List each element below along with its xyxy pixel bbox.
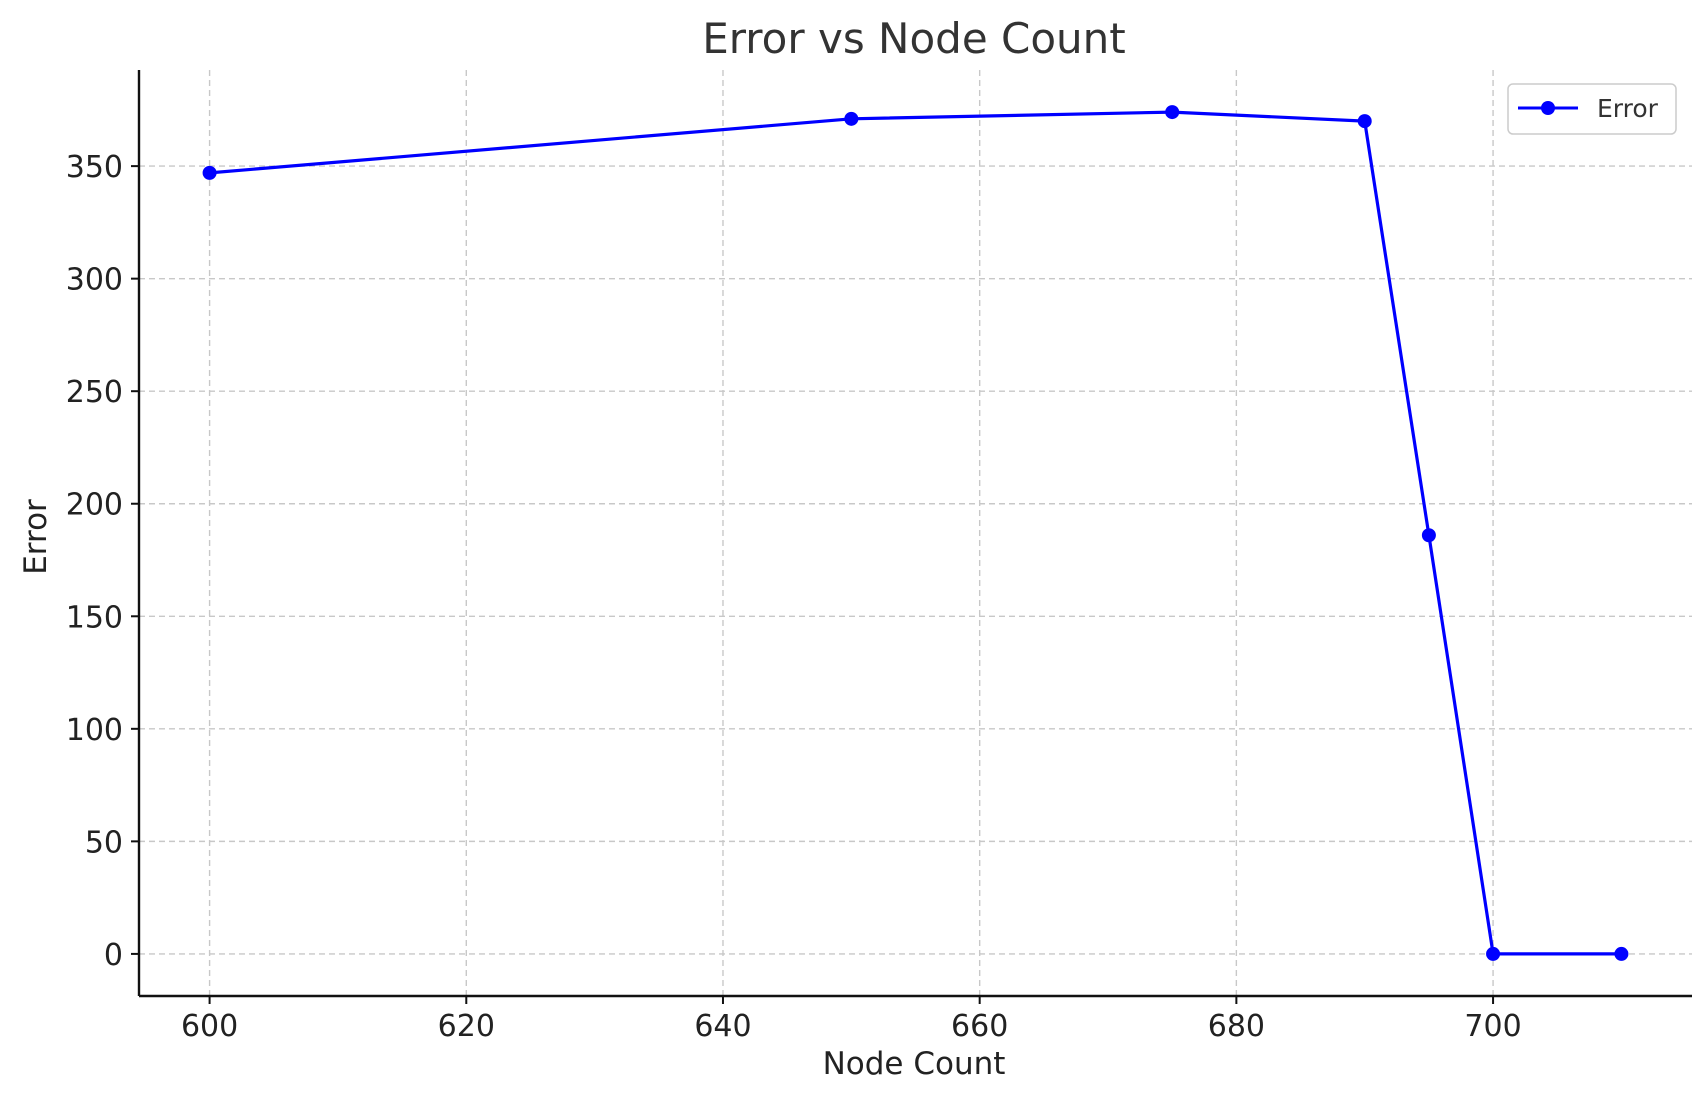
x-axis-label: Node Count [823, 1046, 1006, 1082]
data-point [1614, 946, 1629, 961]
x-tick-label: 620 [438, 1009, 495, 1044]
y-tick-label: 200 [66, 488, 123, 523]
grid-layer [139, 70, 1692, 996]
y-tick-label: 300 [66, 263, 123, 298]
data-point [1486, 946, 1501, 961]
x-tick-label: 700 [1464, 1009, 1521, 1044]
chart-title: Error vs Node Count [702, 14, 1126, 63]
y-axis-label: Error [18, 499, 54, 575]
legend-frame [1507, 83, 1677, 135]
data-point [202, 165, 217, 180]
x-tick-label: 600 [181, 1009, 238, 1044]
x-tick-label: 680 [1208, 1009, 1265, 1044]
y-tick-label: 150 [66, 600, 123, 635]
y-tick-label: 250 [66, 375, 123, 410]
y-tick-label: 350 [66, 150, 123, 185]
legend-marker [1541, 101, 1555, 115]
series-layer [202, 105, 1629, 961]
data-point [1165, 105, 1180, 120]
data-point [1357, 114, 1372, 129]
x-tick-label: 640 [694, 1009, 751, 1044]
y-tick-label: 0 [104, 938, 123, 973]
y-tick-label: 100 [66, 713, 123, 748]
data-point [1421, 528, 1436, 543]
x-tick-label: 660 [951, 1009, 1008, 1044]
legend: Error [1507, 83, 1677, 135]
series-line-error [209, 110, 1622, 956]
data-point [844, 111, 859, 126]
legend-label: Error [1597, 94, 1659, 123]
axes-layer [137, 70, 1692, 998]
tick-layer: 600 620 640 660 680 700 0 50 100 150 200 250 300 350 [66, 150, 1522, 1044]
y-tick-label: 50 [85, 825, 123, 860]
